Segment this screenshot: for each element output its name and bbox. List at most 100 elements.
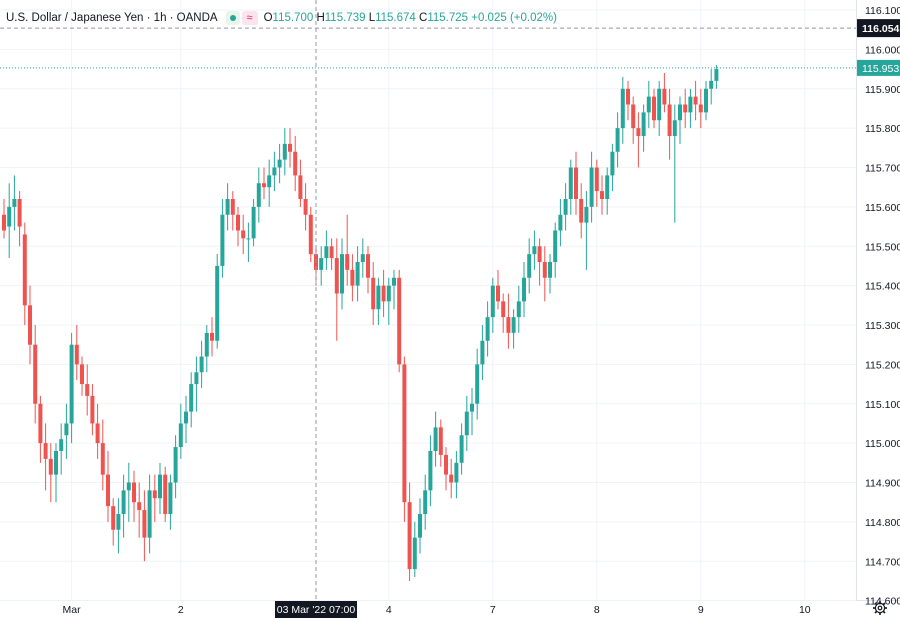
candle-body [303,199,308,215]
candle [256,167,261,223]
candle [516,285,521,333]
eye-dot-icon[interactable] [225,11,240,25]
candle [236,206,240,247]
candle [215,254,220,349]
candle-body [230,199,235,215]
y-tick-label: 114.600 [865,596,900,608]
gear-icon[interactable] [872,600,888,616]
time-axis[interactable]: Mar 2 4 7 8 9 10 [63,604,811,616]
y-tick-label: 116.100 [865,5,900,17]
candle [610,143,615,192]
candle-body [262,183,266,188]
candle [709,69,714,105]
candle-body [636,128,641,136]
candle-body [163,474,168,514]
candle-body [548,262,552,278]
candle [121,474,126,538]
candle [54,443,58,503]
candle [662,73,667,113]
price-axis[interactable]: 116.100 116.000 115.900 115.800 115.700 115.6… [865,5,900,608]
y-tick-label: 114.900 [865,478,900,490]
low-value: 115.674 [375,12,416,24]
y-tick-label: 115.800 [865,123,900,135]
candle [386,277,391,325]
candle-body [199,356,204,373]
candle [90,384,95,436]
candle [199,340,204,388]
candle [568,159,573,215]
candle [340,238,344,310]
candle-body [444,454,448,475]
symbol-legend: U.S. Dollar / Japanese Yen · 1h · OANDA … [6,10,557,26]
candle [345,214,350,286]
candle [693,80,698,121]
candle [282,128,287,176]
crosshair-time-label: 03 Mar '22 07:00 [277,604,356,616]
close-value: 115.725 [427,12,469,24]
candle-body [704,88,708,113]
candle [371,262,376,325]
candle-body [17,199,22,227]
candle [652,88,656,129]
candle-body [7,206,12,227]
candle-body [646,96,651,113]
candle-body [672,120,677,136]
candle [631,96,636,144]
candle [48,443,53,503]
candle-body [688,96,693,113]
last-price-label: 115.953 [862,63,899,75]
candle [418,498,422,554]
candle [324,230,329,270]
candle [64,403,69,459]
candle-body [594,167,599,192]
candle [376,277,381,325]
candle [28,285,32,365]
candle-body [80,364,84,385]
candle-body [38,403,43,444]
candle [553,222,558,278]
candle-body [558,214,563,231]
candle-body [298,175,303,199]
candle-body [428,451,433,491]
candle-body [43,443,48,459]
y-tick-label: 115.500 [865,241,900,253]
candle [490,277,495,333]
candle [584,191,589,270]
y-tick-label: 115.100 [865,399,900,411]
last-price-box [857,59,900,76]
candle [579,183,584,239]
candle-body [272,167,277,176]
crosshair-price-box [857,19,900,38]
candle-body [568,167,573,199]
candle-body [69,344,74,424]
candle [7,183,12,259]
crosshair-time-box [275,601,357,618]
close-label: C [419,12,428,24]
y-tick-label: 116.000 [865,44,900,56]
candle-body [386,285,391,302]
candle-body [522,277,526,302]
candle-body [28,305,32,345]
candle [412,521,417,577]
candlestick-series [2,65,719,581]
candle-body [12,199,17,207]
candle [230,191,235,231]
candle-body [626,88,630,105]
candle [189,372,194,428]
x-tick-label: 4 [386,604,392,616]
candle-body [464,411,469,436]
candle-body [516,301,521,318]
wave-icon[interactable]: ≈ [241,11,258,25]
candle-body [33,344,38,404]
candle-body [402,364,407,503]
candle [33,325,38,424]
candle-body [360,254,365,262]
candle-body [74,344,79,365]
candle [147,474,152,554]
candle [589,151,594,223]
y-tick-label: 115.600 [865,202,900,214]
symbol-title[interactable]: U.S. Dollar / Japanese Yen · 1h · OANDA [6,12,218,24]
x-tick-label: 7 [490,604,496,616]
chart-grid [0,0,900,602]
